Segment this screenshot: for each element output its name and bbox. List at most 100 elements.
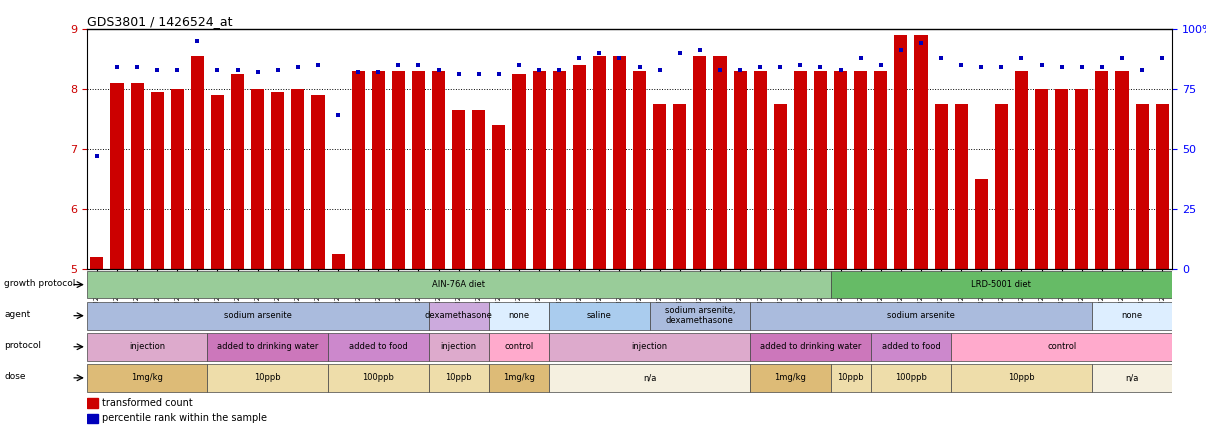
Text: growth protocol: growth protocol xyxy=(5,278,76,288)
Bar xyxy=(952,364,1091,392)
Bar xyxy=(488,302,549,329)
Bar xyxy=(549,364,750,392)
Text: AIN-76A diet: AIN-76A diet xyxy=(432,280,485,289)
Point xyxy=(891,47,911,54)
Bar xyxy=(750,364,831,392)
Point xyxy=(309,61,328,68)
Point xyxy=(550,66,569,73)
Point xyxy=(268,66,287,73)
Text: n/a: n/a xyxy=(1125,373,1138,382)
Bar xyxy=(871,364,952,392)
Point xyxy=(147,66,166,73)
Text: 100ppb: 100ppb xyxy=(895,373,927,382)
Bar xyxy=(1091,364,1172,392)
Point xyxy=(590,49,609,56)
Text: injection: injection xyxy=(440,342,476,351)
Text: saline: saline xyxy=(587,311,611,320)
Point xyxy=(248,68,268,75)
Point xyxy=(188,37,207,44)
Bar xyxy=(492,125,505,269)
Point xyxy=(731,66,750,73)
Bar xyxy=(831,364,871,392)
Point xyxy=(529,66,549,73)
Bar xyxy=(191,56,204,269)
Text: agent: agent xyxy=(5,309,30,319)
Point xyxy=(449,71,468,78)
Bar xyxy=(955,104,967,269)
Bar xyxy=(392,71,405,269)
Bar xyxy=(371,71,385,269)
Point xyxy=(509,61,528,68)
Point xyxy=(288,63,308,71)
Text: added to food: added to food xyxy=(349,342,408,351)
Text: 10ppb: 10ppb xyxy=(837,373,863,382)
Text: sodium arsenite: sodium arsenite xyxy=(888,311,955,320)
Point xyxy=(972,63,991,71)
Bar xyxy=(654,104,666,269)
Bar xyxy=(488,333,549,361)
Point xyxy=(388,61,408,68)
Point xyxy=(369,68,388,75)
Point xyxy=(1012,54,1031,61)
Point xyxy=(569,54,589,61)
Bar xyxy=(974,179,988,269)
Bar xyxy=(831,271,1172,298)
Bar xyxy=(613,56,626,269)
Bar xyxy=(693,56,707,269)
Point xyxy=(228,66,247,73)
Bar xyxy=(311,95,324,269)
Text: n/a: n/a xyxy=(643,373,656,382)
Bar xyxy=(750,333,871,361)
Text: percentile rank within the sample: percentile rank within the sample xyxy=(101,413,267,424)
Bar xyxy=(1116,71,1129,269)
Point xyxy=(991,63,1011,71)
Text: 1mg/kg: 1mg/kg xyxy=(131,373,163,382)
Point xyxy=(871,61,890,68)
Bar xyxy=(1015,71,1028,269)
Point xyxy=(1052,63,1071,71)
Text: 1mg/kg: 1mg/kg xyxy=(503,373,535,382)
Bar xyxy=(549,333,750,361)
Bar xyxy=(814,71,827,269)
Text: dose: dose xyxy=(5,372,25,381)
Point xyxy=(831,66,850,73)
Text: 10ppb: 10ppb xyxy=(1008,373,1035,382)
Point xyxy=(409,61,428,68)
Bar xyxy=(650,302,750,329)
Point xyxy=(610,54,630,61)
Bar xyxy=(452,110,466,269)
Text: injection: injection xyxy=(129,342,165,351)
Text: GDS3801 / 1426524_at: GDS3801 / 1426524_at xyxy=(87,15,233,28)
Bar xyxy=(552,71,566,269)
Text: transformed count: transformed count xyxy=(101,398,193,408)
Bar xyxy=(87,302,428,329)
Bar xyxy=(714,56,726,269)
Point xyxy=(1153,54,1172,61)
Bar xyxy=(914,35,927,269)
Point xyxy=(128,63,147,71)
Point xyxy=(1132,66,1152,73)
Bar xyxy=(488,364,549,392)
Bar xyxy=(774,104,786,269)
Point xyxy=(690,47,709,54)
Bar xyxy=(87,271,831,298)
Bar xyxy=(207,333,328,361)
Point xyxy=(207,66,227,73)
Text: dexamethasone: dexamethasone xyxy=(425,311,492,320)
Text: none: none xyxy=(1122,311,1142,320)
Bar xyxy=(171,89,183,269)
Text: 10ppb: 10ppb xyxy=(445,373,472,382)
Bar xyxy=(111,83,123,269)
Bar xyxy=(87,398,98,408)
Point xyxy=(650,66,669,73)
Bar xyxy=(593,56,605,269)
Point xyxy=(912,40,931,47)
Bar xyxy=(473,110,485,269)
Bar xyxy=(211,95,224,269)
Point xyxy=(1072,63,1091,71)
Bar xyxy=(251,89,264,269)
Bar xyxy=(207,364,328,392)
Bar xyxy=(232,74,244,269)
Text: sodium arsenite,
dexamethasone: sodium arsenite, dexamethasone xyxy=(665,306,736,325)
Point xyxy=(710,66,730,73)
